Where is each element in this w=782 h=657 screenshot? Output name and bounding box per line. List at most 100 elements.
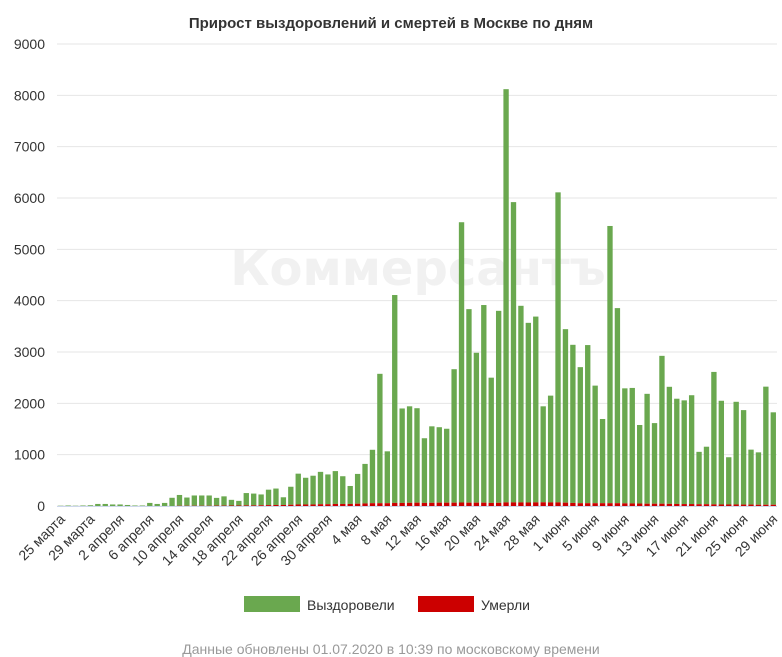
bar-recovered[interactable] (577, 367, 583, 504)
bar-recovered[interactable] (273, 488, 279, 505)
bar-recovered[interactable] (340, 476, 346, 504)
bar-recovered[interactable] (503, 89, 509, 503)
bar-deaths[interactable] (466, 502, 472, 506)
bar-recovered[interactable] (451, 369, 457, 503)
bar-recovered[interactable] (236, 500, 242, 506)
bar-deaths[interactable] (399, 502, 405, 506)
bar-recovered[interactable] (325, 474, 331, 505)
bar-deaths[interactable] (213, 505, 220, 507)
bar-deaths[interactable] (236, 505, 242, 506)
bar-deaths[interactable] (503, 502, 509, 506)
bar-deaths[interactable] (659, 503, 665, 506)
bar-recovered[interactable] (481, 305, 487, 503)
bar-recovered[interactable] (473, 352, 480, 503)
bar-recovered[interactable] (495, 310, 502, 503)
bar-deaths[interactable] (763, 504, 769, 506)
bar-deaths[interactable] (325, 504, 331, 506)
legend-label[interactable]: Умерли (481, 597, 530, 613)
bar-deaths[interactable] (176, 505, 183, 507)
bar-deaths[interactable] (317, 504, 324, 506)
bar-recovered[interactable] (87, 505, 94, 506)
bar-recovered[interactable] (726, 457, 732, 505)
bar-recovered[interactable] (637, 424, 643, 504)
bar-deaths[interactable] (510, 502, 517, 506)
bar-recovered[interactable] (674, 398, 680, 504)
bar-deaths[interactable] (458, 502, 465, 506)
bar-deaths[interactable] (644, 503, 650, 506)
bar-recovered[interactable] (258, 494, 264, 506)
bar-deaths[interactable] (436, 502, 442, 506)
bar-recovered[interactable] (406, 406, 413, 503)
bar-deaths[interactable] (406, 502, 413, 506)
bar-recovered[interactable] (651, 423, 658, 504)
bar-deaths[interactable] (622, 503, 628, 506)
bar-recovered[interactable] (221, 496, 227, 506)
bar-recovered[interactable] (176, 494, 183, 506)
bar-deaths[interactable] (651, 503, 658, 506)
bar-recovered[interactable] (421, 438, 428, 503)
bar-deaths[interactable] (280, 504, 287, 506)
bar-recovered[interactable] (644, 393, 650, 504)
bar-deaths[interactable] (495, 502, 502, 506)
bar-deaths[interactable] (703, 504, 710, 506)
bar-deaths[interactable] (547, 502, 554, 506)
bar-recovered[interactable] (139, 505, 146, 506)
legend[interactable]: Выздоровели Умерли (244, 596, 530, 613)
bar-recovered[interactable] (109, 504, 116, 506)
bar-recovered[interactable] (117, 504, 123, 506)
bar-recovered[interactable] (58, 505, 64, 507)
bar-deaths[interactable] (369, 503, 376, 506)
bar-recovered[interactable] (377, 373, 383, 504)
bar-recovered[interactable] (585, 345, 591, 504)
bar-recovered[interactable] (733, 401, 739, 505)
legend-swatch[interactable] (244, 596, 300, 612)
bar-deaths[interactable] (674, 503, 680, 506)
bar-deaths[interactable] (585, 503, 591, 506)
bar-recovered[interactable] (332, 471, 339, 504)
bar-recovered[interactable] (629, 387, 635, 504)
bar-deaths[interactable] (354, 503, 361, 506)
bar-deaths[interactable] (243, 505, 249, 506)
bar-recovered[interactable] (547, 395, 554, 503)
bar-recovered[interactable] (540, 406, 546, 503)
bar-recovered[interactable] (570, 344, 576, 503)
bar-recovered[interactable] (362, 463, 368, 504)
bar-recovered[interactable] (703, 446, 710, 505)
bar-deaths[interactable] (288, 504, 294, 506)
legend-swatch[interactable] (418, 596, 474, 612)
bar-deaths[interactable] (688, 504, 695, 506)
bar-recovered[interactable] (748, 449, 754, 505)
bar-deaths[interactable] (228, 505, 235, 506)
bar-deaths[interactable] (666, 503, 673, 506)
bar-recovered[interactable] (184, 497, 190, 506)
bar-recovered[interactable] (599, 418, 606, 504)
bar-deaths[interactable] (347, 503, 353, 506)
bar-recovered[interactable] (310, 475, 316, 505)
bar-recovered[interactable] (525, 322, 532, 503)
bar-recovered[interactable] (392, 295, 398, 503)
bar-deaths[interactable] (384, 503, 390, 506)
bar-recovered[interactable] (302, 477, 309, 505)
bar-recovered[interactable] (265, 489, 272, 506)
bar-deaths[interactable] (444, 502, 450, 506)
bar-deaths[interactable] (191, 505, 197, 507)
bar-recovered[interactable] (80, 505, 86, 506)
bar-recovered[interactable] (718, 400, 725, 505)
bar-recovered[interactable] (161, 502, 168, 506)
bar-recovered[interactable] (213, 497, 220, 506)
bar-deaths[interactable] (362, 503, 368, 506)
bar-recovered[interactable] (354, 473, 361, 504)
bar-recovered[interactable] (740, 410, 747, 505)
legend-label[interactable]: Выздоровели (307, 597, 395, 613)
bar-recovered[interactable] (763, 386, 769, 505)
bar-deaths[interactable] (310, 504, 316, 506)
bar-recovered[interactable] (429, 426, 435, 503)
bar-recovered[interactable] (147, 502, 153, 506)
bar-recovered[interactable] (458, 222, 465, 503)
bar-deaths[interactable] (718, 504, 725, 506)
bar-deaths[interactable] (592, 503, 598, 506)
bar-deaths[interactable] (540, 502, 546, 506)
bar-deaths[interactable] (748, 504, 754, 506)
bar-recovered[interactable] (251, 493, 257, 506)
bar-recovered[interactable] (518, 305, 524, 503)
